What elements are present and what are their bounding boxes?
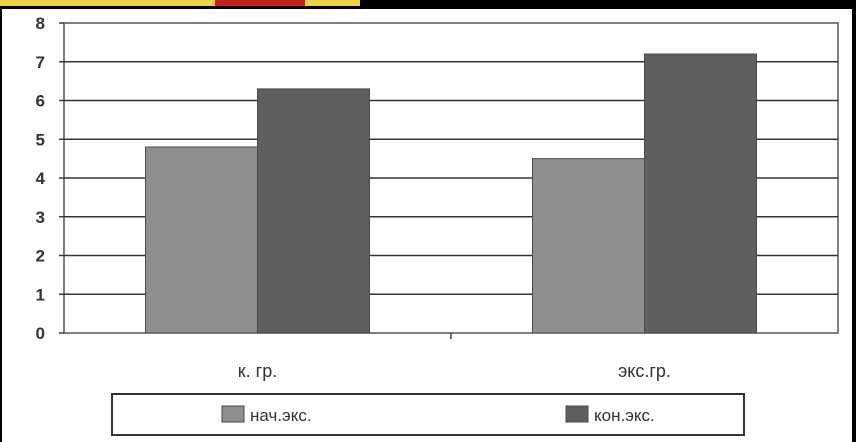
y-tick-label: 4 — [36, 169, 46, 188]
y-tick-label: 8 — [36, 14, 45, 33]
bars — [145, 53, 757, 334]
y-tick-label: 1 — [36, 285, 45, 304]
y-tick-label: 7 — [36, 53, 45, 72]
bar-end-0 — [257, 88, 370, 334]
y-tick-label: 5 — [36, 130, 45, 149]
x-category-label: к. гр. — [238, 361, 277, 381]
legend: нач.экс. кон.экс. — [221, 405, 655, 425]
y-tick-label: 6 — [36, 92, 45, 111]
legend-label: нач.экс. — [250, 406, 312, 425]
x-category-label: экс.гр. — [618, 361, 671, 381]
bar-start-1 — [532, 158, 645, 334]
legend-swatch — [221, 405, 245, 423]
legend-label: кон.экс. — [594, 406, 655, 425]
legend-swatch — [565, 405, 589, 423]
bar-end-1 — [644, 53, 757, 334]
y-tick-label: 3 — [36, 208, 45, 227]
scan-artifact-red — [215, 0, 305, 6]
x-axis-categories: к. гр. экс.гр. — [238, 361, 671, 381]
y-axis-ticks: 0 1 2 3 4 5 6 7 8 — [36, 14, 64, 343]
bar-start-0 — [145, 146, 258, 334]
y-tick-label: 0 — [36, 324, 45, 343]
legend-box — [111, 393, 745, 436]
scan-artifact-yellow — [0, 0, 360, 6]
y-tick-label: 2 — [36, 247, 45, 266]
